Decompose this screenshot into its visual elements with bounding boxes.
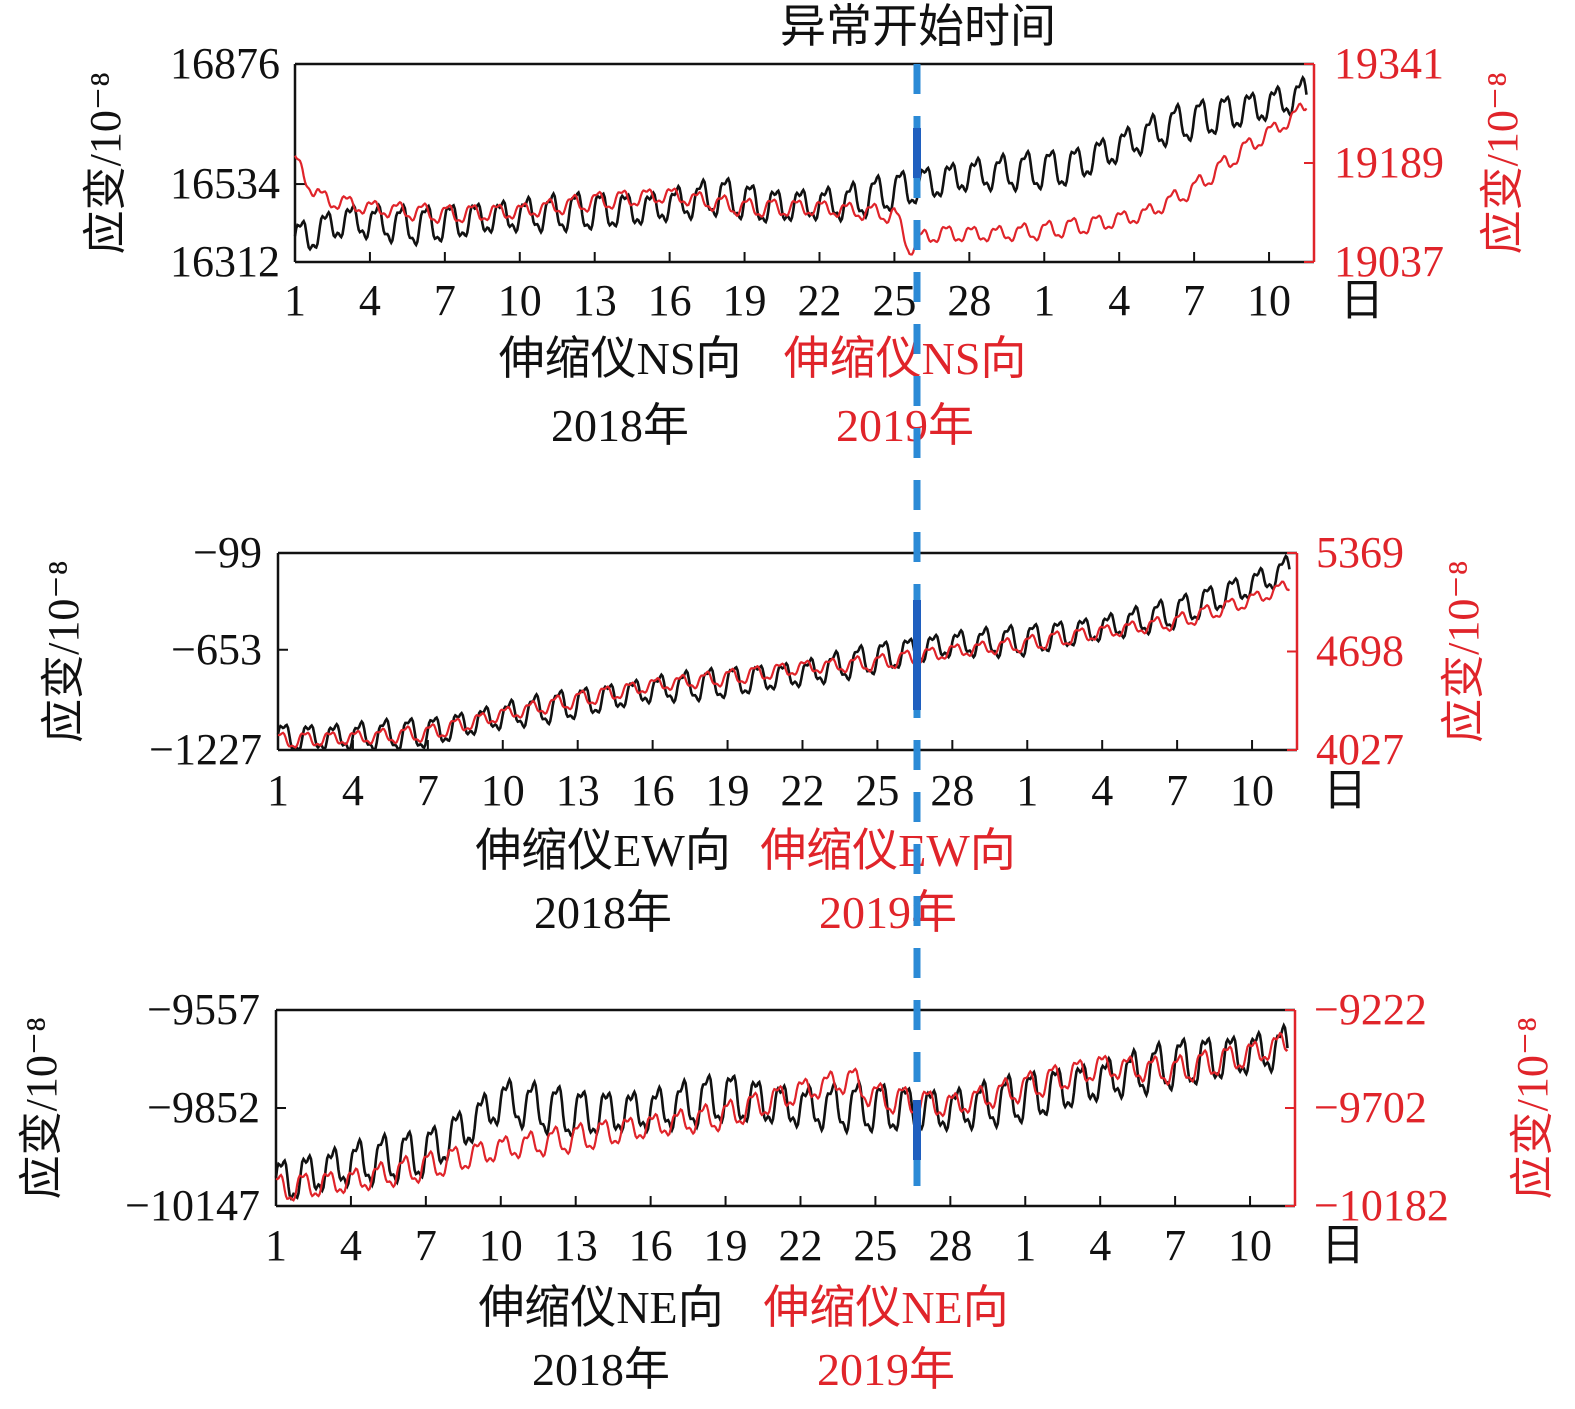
series-year-2019: 2019年 <box>819 887 957 938</box>
x-tick-label: 4 <box>340 1221 362 1270</box>
x-tick-label: 4 <box>342 766 364 815</box>
x-tick-label: 7 <box>417 766 439 815</box>
x-tick-label: 10 <box>1247 276 1291 325</box>
x-tick-label: 10 <box>498 276 542 325</box>
x-tick-label: 1 <box>1014 1221 1036 1270</box>
x-tick-label: 4 <box>1108 276 1130 325</box>
left-y-tick-label: −9852 <box>147 1083 260 1132</box>
x-tick-label: 19 <box>704 1221 748 1270</box>
series-line-2019 <box>294 102 1308 256</box>
x-tick-label: 10 <box>1230 766 1274 815</box>
panel-ne: 1 4 7 10 13 16 19 22 25 28 1 4 7 10 日 −9557 −9852 −10147 −… <box>17 985 1557 1395</box>
left-y-tick-label: −1227 <box>149 725 262 774</box>
x-tick-label: 22 <box>778 1221 822 1270</box>
x-tick-label: 7 <box>434 276 456 325</box>
x-tick-label: 22 <box>780 766 824 815</box>
x-tick-label: 7 <box>415 1221 437 1270</box>
x-unit-label: 日 <box>1321 1221 1365 1270</box>
panel-ns: 1 4 7 10 13 16 19 22 25 28 1 4 7 10 日 16876 16534 16312 19… <box>81 39 1527 451</box>
x-tick-label: 1 <box>267 766 289 815</box>
left-y-tick-label: −10147 <box>125 1181 260 1230</box>
x-tick-label: 16 <box>631 766 675 815</box>
x-tick-label: 25 <box>872 276 916 325</box>
x-tick-label: 22 <box>797 276 841 325</box>
left-y-tick-label: −9557 <box>147 985 260 1034</box>
right-y-tick-label: 5369 <box>1316 528 1404 577</box>
series-name-2019: 伸缩仪NS向 <box>784 333 1027 384</box>
x-tick-label: 28 <box>928 1221 972 1270</box>
right-y-axis-label: 应变/10⁻⁸ <box>1439 560 1488 743</box>
series-line-2018 <box>293 74 1308 252</box>
left-y-tick-label: 16876 <box>170 39 280 88</box>
series-year-2018: 2018年 <box>532 1344 670 1395</box>
x-tick-label: 13 <box>554 1221 598 1270</box>
x-tick-label: 28 <box>930 766 974 815</box>
series-year-2018: 2018年 <box>551 400 689 451</box>
x-tick-label: 19 <box>723 276 767 325</box>
x-tick-label: 28 <box>947 276 991 325</box>
left-y-axis-label: 应变/10⁻⁸ <box>81 72 130 255</box>
series-year-2019: 2019年 <box>817 1344 955 1395</box>
x-tick-label: 7 <box>1166 766 1188 815</box>
x-tick-label: 1 <box>1033 276 1055 325</box>
x-tick-label: 13 <box>556 766 600 815</box>
left-y-tick-label: 16312 <box>170 237 280 286</box>
series-line-2019 <box>275 1031 1289 1202</box>
x-tick-label: 4 <box>359 276 381 325</box>
series-name-2019: 伸缩仪NE向 <box>763 1282 1008 1333</box>
x-tick-label: 16 <box>629 1221 673 1270</box>
series-line-2019 <box>277 580 1291 749</box>
x-tick-label: 1 <box>284 276 306 325</box>
right-y-tick-label: 19037 <box>1334 237 1444 286</box>
series-line-2018 <box>274 1022 1289 1201</box>
right-y-tick-label: −9702 <box>1314 1083 1427 1132</box>
x-tick-label: 10 <box>479 1221 523 1270</box>
right-y-axis-label: 应变/10⁻⁸ <box>1478 72 1527 255</box>
x-tick-label: 1 <box>265 1221 287 1270</box>
right-y-tick-label: 19189 <box>1334 138 1444 187</box>
x-tick-label: 10 <box>1228 1221 1272 1270</box>
left-y-tick-label: −653 <box>171 625 262 674</box>
panel-ew: 1 4 7 10 13 16 19 22 25 28 1 4 7 10 日 −99 −653 −1227 5369 4… <box>39 528 1488 938</box>
left-y-tick-label: 16534 <box>170 159 280 208</box>
right-y-tick-label: 4027 <box>1316 725 1404 774</box>
series-name-2018: 伸缩仪EW向 <box>475 825 731 876</box>
x-tick-label: 19 <box>706 766 750 815</box>
x-unit-label: 日 <box>1323 766 1367 815</box>
x-tick-label: 25 <box>853 1221 897 1270</box>
series-line-2018 <box>276 553 1291 751</box>
left-y-tick-label: −99 <box>193 528 262 577</box>
x-tick-label: 10 <box>481 766 525 815</box>
x-tick-label: 1 <box>1016 766 1038 815</box>
x-tick-label: 7 <box>1183 276 1205 325</box>
x-tick-label: 16 <box>648 276 692 325</box>
x-tick-label: 13 <box>573 276 617 325</box>
x-unit-label: 日 <box>1340 276 1384 325</box>
figure-title: 异常开始时间 <box>780 1 1056 52</box>
right-y-axis-label: 应变/10⁻⁸ <box>1508 1017 1557 1200</box>
series-name-2018: 伸缩仪NS向 <box>499 333 742 384</box>
left-y-axis-label: 应变/10⁻⁸ <box>17 1017 66 1200</box>
x-tick-label: 7 <box>1164 1221 1186 1270</box>
right-y-tick-label: −10182 <box>1314 1181 1449 1230</box>
series-name-2019: 伸缩仪EW向 <box>760 825 1016 876</box>
right-y-tick-label: −9222 <box>1314 985 1427 1034</box>
left-y-axis-label: 应变/10⁻⁸ <box>39 560 88 743</box>
x-tick-label: 4 <box>1089 1221 1111 1270</box>
x-tick-label: 25 <box>855 766 899 815</box>
series-year-2018: 2018年 <box>534 887 672 938</box>
series-year-2019: 2019年 <box>836 400 974 451</box>
right-y-tick-label: 4698 <box>1316 627 1404 676</box>
series-name-2018: 伸缩仪NE向 <box>478 1282 723 1333</box>
x-tick-label: 4 <box>1091 766 1113 815</box>
right-y-tick-label: 19341 <box>1334 39 1444 88</box>
